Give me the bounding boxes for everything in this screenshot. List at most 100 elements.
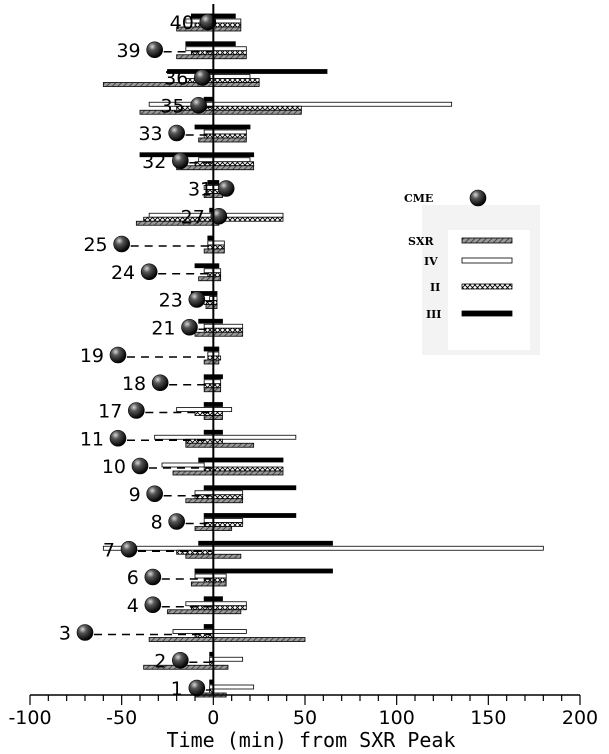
- event-label-17: 17: [98, 401, 122, 423]
- bar-iii-event-7: [198, 540, 333, 546]
- bar-ii-event-8: [203, 522, 244, 527]
- event-label-18: 18: [122, 373, 146, 395]
- bar-iii-event-24: [194, 263, 220, 269]
- event-label-6: 6: [127, 567, 139, 589]
- event-24-group: 24: [111, 262, 222, 284]
- event-label-33: 33: [138, 123, 162, 145]
- x-tick-label: 0: [207, 707, 219, 729]
- bar-ii-event-25: [207, 244, 225, 250]
- bar-iii-event-8: [203, 513, 297, 518]
- bar-sxr-event-24: [198, 276, 222, 282]
- event-label-9: 9: [129, 484, 141, 506]
- legend-swatch-ii: [461, 283, 513, 290]
- event-label-21: 21: [151, 317, 175, 339]
- bar-ii-event-33: [203, 133, 247, 139]
- event-label-2: 2: [154, 650, 166, 672]
- cme-marker-event-32: [172, 152, 189, 170]
- bar-sxr-event-10: [172, 470, 284, 476]
- cme-marker-event-11: [109, 429, 127, 447]
- cme-marker-event-40: [199, 13, 217, 31]
- x-tick-label: 200: [562, 707, 598, 729]
- event-label-23: 23: [159, 290, 183, 312]
- bar-iv-event-21: [203, 323, 244, 329]
- x-tick-label: 50: [293, 707, 317, 729]
- event-39-group: 39: [116, 40, 247, 62]
- bar-iii-event-10: [198, 457, 284, 463]
- bar-ii-event-9: [194, 494, 244, 500]
- event-19-group: 19: [80, 345, 222, 367]
- cme-marker-event-9: [146, 485, 163, 503]
- bar-iv-event-6: [194, 573, 227, 579]
- cme-marker-event-31: [217, 180, 235, 197]
- bar-iii-event-6: [194, 568, 333, 574]
- bar-iv-event-39: [185, 46, 247, 52]
- event-3-group: 3: [59, 623, 306, 645]
- event-32-group: 32: [139, 151, 255, 173]
- plot-area: 4039363533323127252423211918171110987643…: [59, 4, 544, 700]
- cme-marker-event-39: [146, 41, 163, 59]
- event-label-3: 3: [59, 623, 71, 645]
- bar-iv-event-2: [209, 656, 244, 662]
- legend-label-cme: CME: [404, 192, 433, 205]
- bar-iii-event-33: [194, 124, 251, 130]
- event-17-group: 17: [98, 401, 233, 423]
- event-label-10: 10: [102, 456, 126, 478]
- cme-marker-event-8: [168, 513, 185, 530]
- legend-label-iv: IV: [424, 255, 438, 268]
- x-axis: -100 -50 0 50 100 150 200 Time (min) from SXR P…: [8, 694, 598, 752]
- cme-marker-event-27: [210, 207, 228, 225]
- x-tick-label: -100: [8, 707, 51, 729]
- event-25-group: 25: [83, 234, 225, 256]
- cme-marker-event-35: [190, 96, 207, 114]
- bar-sxr-event-35: [139, 109, 302, 115]
- bar-iii-event-32: [139, 152, 255, 158]
- event-11-group: 11: [80, 428, 297, 450]
- event-label-36: 36: [164, 68, 188, 90]
- cme-marker-event-2: [172, 651, 189, 669]
- bar-iv-event-3: [172, 629, 247, 634]
- legend-swatch-iv: [461, 257, 513, 264]
- event-35-group: 35: [139, 95, 453, 117]
- cme-marker-event-36: [194, 69, 211, 86]
- bar-sxr-event-3: [148, 637, 306, 642]
- cme-marker-event-1: [188, 679, 206, 697]
- legend-panel: [422, 205, 540, 355]
- cme-marker-event-3: [76, 624, 94, 641]
- bar-iv-event-25: [207, 240, 225, 246]
- cme-marker-event-24: [140, 263, 158, 281]
- bar-iii-event-19: [203, 346, 220, 352]
- bar-iii-event-36: [167, 69, 328, 74]
- event-27-group: 27: [135, 206, 284, 228]
- legend-label-ii: II: [430, 281, 440, 294]
- bar-iv-event-11: [154, 434, 297, 440]
- bar-iii-event-3: [203, 624, 214, 629]
- cme-marker-event-25: [113, 235, 130, 253]
- x-tick-label: -50: [106, 707, 137, 729]
- event-40-group: 40: [170, 12, 242, 34]
- event-2-group: 2: [143, 650, 244, 672]
- bar-sxr-event-23: [205, 304, 218, 309]
- cme-marker-event-18: [151, 374, 169, 392]
- event-label-19: 19: [80, 345, 104, 367]
- event-label-24: 24: [111, 262, 135, 284]
- bar-iv-event-32: [198, 157, 251, 163]
- event-label-32: 32: [142, 151, 166, 173]
- event-label-11: 11: [80, 428, 104, 450]
- legend-swatch-sxr: [461, 237, 513, 244]
- cme-marker-event-19: [109, 346, 127, 364]
- cme-marker-event-23: [188, 291, 206, 308]
- event-10-group: 10: [102, 456, 284, 478]
- bar-iv-event-33: [203, 129, 247, 135]
- bar-sxr-event-6: [190, 581, 227, 587]
- event-36-group: 36: [102, 68, 328, 90]
- event-label-27: 27: [181, 206, 205, 228]
- bar-iii-event-39: [185, 41, 236, 47]
- x-tick-label: 100: [379, 707, 415, 729]
- bar-iv-event-9: [194, 490, 244, 496]
- bar-ii-event-21: [203, 327, 244, 333]
- bar-iv-event-8: [203, 518, 244, 523]
- bar-iv-event-4: [185, 601, 247, 607]
- cme-marker-event-33: [168, 124, 185, 142]
